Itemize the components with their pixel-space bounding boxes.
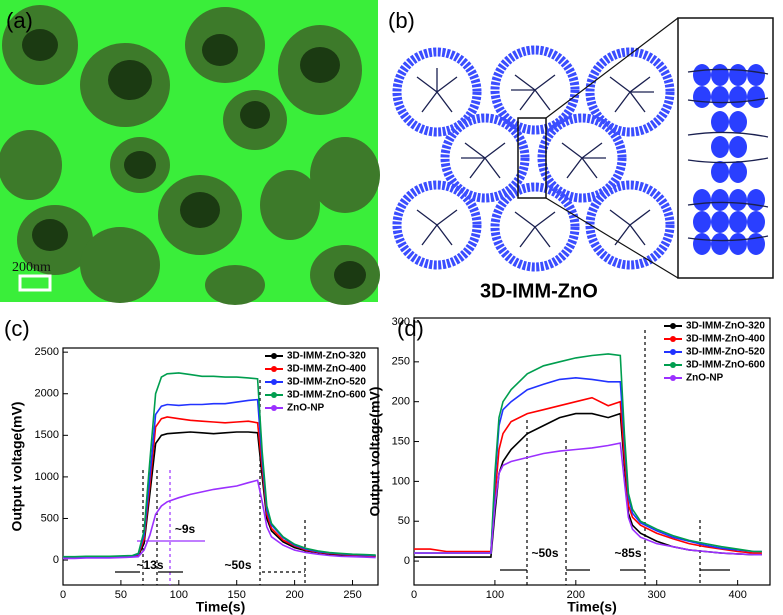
- legend-label: 3D-IMM-ZnO-320: [287, 351, 366, 362]
- y-tick-label: 50: [398, 515, 410, 527]
- annotation: ~85s: [614, 546, 641, 560]
- y-tick-label: 1000: [35, 471, 59, 483]
- x-tick-label: 200: [285, 589, 303, 601]
- pores: [0, 5, 380, 305]
- legend-marker: [670, 323, 676, 329]
- y-tick-label: 150: [392, 435, 410, 447]
- panel-label: (a): [6, 8, 33, 33]
- legend-label: 3D-IMM-ZnO-600: [686, 360, 765, 371]
- legend-marker: [670, 362, 676, 368]
- scale-bar: [18, 274, 52, 292]
- annotation: ~13s: [136, 558, 163, 572]
- series-line: [414, 396, 762, 554]
- zoom-line: [545, 17, 679, 119]
- legend-marker: [271, 353, 277, 359]
- x-tick-label: 0: [60, 589, 66, 601]
- series-line: [63, 372, 376, 558]
- y-tick-label: 100: [392, 475, 410, 487]
- scale-bar-label: 200nm: [12, 260, 51, 275]
- legend-label: ZnO-NP: [686, 373, 724, 384]
- legend-label: 3D-IMM-ZnO-520: [287, 377, 366, 388]
- zoom-arrows: [687, 68, 769, 242]
- chart: 0 50 100 150 200 250 300 0 100 200 300 400 Time(s) Ou…: [367, 316, 771, 615]
- x-tick-label: 150: [228, 589, 246, 601]
- zoom-particles: [693, 64, 765, 255]
- x-tick-label: 400: [728, 589, 746, 601]
- x-tick-label: 100: [170, 589, 188, 601]
- y-tick-label: 0: [404, 555, 410, 567]
- legend-label: ZnO-NP: [287, 403, 325, 414]
- y-axis-label: Output voltage(mV): [9, 402, 25, 532]
- spheres: [392, 45, 675, 272]
- y-tick-label: 1500: [35, 429, 59, 441]
- legend-marker: [670, 336, 676, 342]
- legend-label: 3D-IMM-ZnO-400: [686, 334, 765, 345]
- diffusion-arrows: [416, 68, 654, 248]
- panel-label: (b): [388, 8, 415, 33]
- y-tick-label: 0: [53, 554, 59, 566]
- x-tick-label: 200: [567, 589, 585, 601]
- series-line: [414, 412, 762, 558]
- panel-label: (d): [397, 316, 424, 341]
- legend-marker: [271, 392, 277, 398]
- annotation: ~50s: [224, 558, 251, 572]
- series-line: [63, 431, 376, 559]
- annotation: ~9s: [175, 522, 196, 536]
- y-tick-label: 200: [392, 396, 410, 408]
- panel-a: (a) 200nm: [0, 0, 380, 305]
- panel-b: (b): [388, 8, 774, 302]
- plot-frame: [413, 317, 771, 586]
- legend-label: 3D-IMM-ZnO-520: [686, 347, 765, 358]
- annotation: ~50s: [531, 546, 558, 560]
- zoom-region: [517, 117, 547, 199]
- legend-label: 3D-IMM-ZnO-600: [287, 390, 366, 401]
- legend-label: 3D-IMM-ZnO-400: [287, 364, 366, 375]
- series-line: [63, 479, 376, 560]
- x-tick-label: 0: [411, 589, 417, 601]
- x-axis-label: Time(s): [196, 599, 246, 615]
- legend-marker: [670, 375, 676, 381]
- chart: 0 500 1000 1500 2000 2500 0 50 100 150 200 250 Time(…: [4, 316, 379, 615]
- series-line: [63, 398, 376, 558]
- legend-marker: [271, 366, 277, 372]
- y-tick-label: 250: [392, 356, 410, 368]
- y-tick-label: 500: [41, 512, 59, 524]
- y-axis-label: Output voltage(mV): [367, 387, 383, 517]
- x-tick-label: 300: [648, 589, 666, 601]
- pore-cores: [22, 29, 366, 289]
- caption: 3D-IMM-ZnO: [480, 280, 598, 302]
- series-line: [414, 376, 762, 554]
- series-line: [414, 353, 762, 554]
- x-tick-label: 250: [343, 589, 361, 601]
- legend-marker: [271, 379, 277, 385]
- y-tick-label: 2500: [35, 346, 59, 358]
- x-axis-label: Time(s): [567, 599, 617, 615]
- y-tick-label: 300: [392, 316, 410, 328]
- legend-marker: [670, 349, 676, 355]
- legend-marker: [271, 405, 277, 411]
- panel-label: (c): [4, 316, 30, 341]
- y-tick-label: 2000: [35, 388, 59, 400]
- legend-label: 3D-IMM-ZnO-320: [686, 321, 765, 332]
- x-tick-label: 100: [486, 589, 504, 601]
- plot-frame: [62, 347, 379, 586]
- x-tick-label: 50: [115, 589, 127, 601]
- series-line: [63, 416, 376, 559]
- series-line: [414, 442, 762, 556]
- zoom-line: [545, 197, 679, 279]
